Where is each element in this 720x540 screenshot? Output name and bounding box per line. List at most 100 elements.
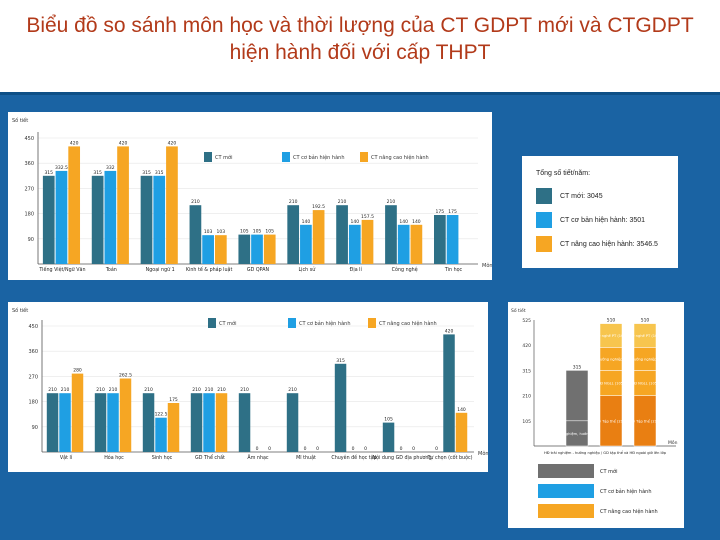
legend-label: CT nâng cao hiện hành bbox=[600, 508, 658, 515]
bar bbox=[94, 393, 107, 452]
legend-swatch bbox=[208, 318, 216, 328]
x-tick-label: Ngoại ngữ 1 bbox=[146, 267, 175, 273]
bar bbox=[203, 393, 215, 452]
segment-label: HĐ NGLL (105) bbox=[632, 382, 660, 386]
data-label: 140 bbox=[399, 219, 408, 225]
legend-label: CT nâng cao hiện hành bbox=[379, 320, 437, 327]
y-axis-label: Số tiết bbox=[12, 307, 28, 314]
bar bbox=[190, 393, 203, 452]
total-label: 510 bbox=[607, 318, 616, 324]
x-tick-label: Nội dung GD địa phương bbox=[373, 454, 432, 461]
x-tick-label: Sinh học bbox=[152, 455, 173, 461]
bar bbox=[410, 224, 423, 264]
segment-label: GD Tập thể (210) bbox=[595, 418, 627, 423]
bar bbox=[55, 170, 68, 264]
bar bbox=[202, 235, 214, 264]
x-tick-label: GD QPAN bbox=[247, 267, 270, 273]
data-label: 210 bbox=[192, 387, 201, 393]
totals-swatch-basic bbox=[536, 212, 552, 228]
bar bbox=[287, 205, 300, 264]
bar bbox=[189, 205, 202, 264]
data-label: 157.5 bbox=[361, 214, 374, 220]
y-tick-label: 180 bbox=[28, 400, 38, 406]
total-label: 315 bbox=[573, 364, 582, 370]
legend-label: CT cơ bản hiện hành bbox=[293, 154, 345, 161]
data-label: 280 bbox=[73, 368, 82, 374]
y-tick-label: 450 bbox=[28, 324, 38, 330]
data-label: 315 bbox=[155, 170, 164, 176]
x-tick-label: GD Thể chất bbox=[195, 454, 225, 461]
bar bbox=[140, 175, 153, 264]
data-label: 315 bbox=[336, 358, 345, 364]
data-label: 0 bbox=[304, 446, 307, 452]
title-band: Biểu đồ so sánh môn học và thời lượng củ… bbox=[0, 0, 720, 95]
bar bbox=[397, 224, 410, 264]
data-label: 210 bbox=[289, 199, 298, 205]
y-tick-label: 450 bbox=[24, 136, 34, 142]
data-label: 210 bbox=[96, 387, 105, 393]
x-tick-label: Chuyên đề học tập bbox=[331, 453, 376, 461]
chart-1-svg: Số tiết Môn 90 180 270 360 450 CT mới CT cơ bản … bbox=[12, 117, 493, 273]
bar bbox=[434, 215, 446, 264]
totals-item-basic: CT cơ bản hiện hành: 3501 bbox=[560, 217, 646, 224]
slide-title: Biểu đồ so sánh môn học và thời lượng củ… bbox=[26, 14, 694, 64]
segment-label: GD nghề PT (105) bbox=[629, 334, 662, 338]
bar bbox=[286, 393, 299, 452]
bar bbox=[443, 334, 455, 452]
totals-legend: Tổng số tiết/năm: CT mới: 3045 CT cơ bản… bbox=[522, 156, 678, 268]
legend-swatch bbox=[538, 484, 594, 498]
totals-item-new: CT mới: 3045 bbox=[560, 193, 603, 200]
legend-label: CT cơ bản hiện hành bbox=[299, 320, 351, 327]
bar bbox=[42, 175, 55, 264]
data-label: 122.5 bbox=[155, 412, 168, 418]
chart-panel-2: Số tiết Môn 90 180 270 360 450 CT mới CT cơ bản … bbox=[8, 302, 489, 472]
data-label: 210 bbox=[109, 387, 118, 393]
data-label: 0 bbox=[268, 446, 271, 452]
data-label: 103 bbox=[204, 229, 213, 235]
y-axis-label: Số tiết bbox=[511, 307, 526, 314]
y-tick-label: 270 bbox=[24, 186, 34, 192]
total-label: 510 bbox=[641, 318, 650, 324]
data-label: 315 bbox=[142, 170, 151, 176]
bar bbox=[71, 373, 84, 452]
bar bbox=[153, 175, 166, 264]
bar bbox=[59, 393, 71, 452]
segment-label: GD hướng nghiệp (96) bbox=[591, 357, 632, 361]
y-tick-label: 420 bbox=[522, 343, 531, 349]
bar bbox=[142, 393, 155, 452]
x-axis-label: Môn bbox=[478, 450, 488, 457]
data-label: 332.5 bbox=[55, 165, 68, 171]
data-label: 315 bbox=[44, 170, 53, 176]
data-label: 210 bbox=[288, 387, 297, 393]
segment-label: HĐ NGLL (105) bbox=[598, 382, 626, 386]
bar bbox=[117, 146, 129, 264]
x-tick-label: Vật lí bbox=[60, 454, 73, 461]
bar bbox=[382, 422, 395, 452]
x-tick-label: Địa lí bbox=[350, 266, 363, 273]
bar bbox=[104, 170, 117, 264]
x-tick-label: Toán bbox=[105, 266, 117, 273]
bar bbox=[167, 403, 180, 452]
data-label: 315 bbox=[93, 170, 102, 176]
data-label: 0 bbox=[316, 446, 319, 452]
y-tick-label: 90 bbox=[32, 425, 38, 431]
data-label: 0 bbox=[364, 446, 367, 452]
bar bbox=[446, 215, 459, 264]
data-label: 210 bbox=[205, 387, 214, 393]
x-tick-label: Lịch sử bbox=[299, 266, 317, 273]
data-label: 175 bbox=[436, 209, 445, 215]
x-tick-label: Tiếng Việt/Ngữ Văn bbox=[38, 266, 85, 273]
legend-swatch bbox=[288, 318, 296, 328]
legend-swatch bbox=[368, 318, 376, 328]
data-label: 210 bbox=[387, 199, 396, 205]
data-label: 140 bbox=[350, 219, 359, 225]
x-tick-label: Kinh tế & pháp luật bbox=[186, 266, 233, 273]
data-label: 175 bbox=[448, 209, 457, 215]
data-label: 210 bbox=[240, 387, 249, 393]
data-label: 210 bbox=[48, 387, 57, 393]
stack-segment bbox=[565, 370, 589, 422]
y-tick-label: 210 bbox=[522, 394, 531, 400]
chart-panel-1: Số tiết Môn 90 180 270 360 450 CT mới CT cơ bản … bbox=[8, 112, 493, 280]
chart-2-svg: Số tiết Môn 90 180 270 360 450 CT mới CT cơ bản … bbox=[12, 307, 489, 461]
data-label: 0 bbox=[352, 446, 355, 452]
